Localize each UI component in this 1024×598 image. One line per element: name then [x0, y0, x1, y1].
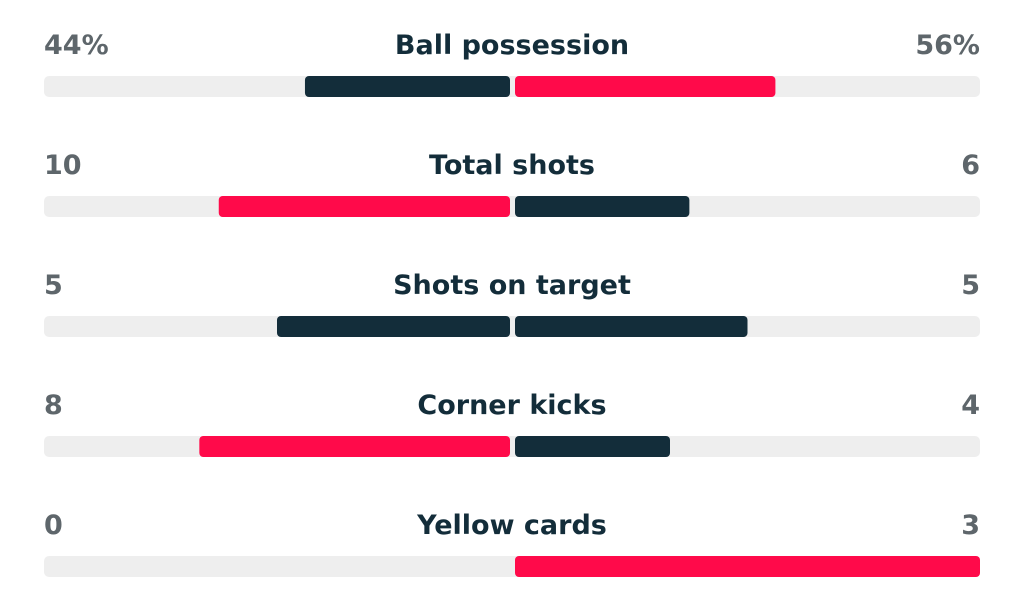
away-bar	[515, 196, 690, 217]
stat-label: Corner kicks	[417, 390, 606, 421]
home-bar	[199, 436, 511, 457]
home-bar	[304, 76, 510, 97]
away-bar	[515, 76, 776, 97]
stat-label: Ball possession	[395, 30, 629, 61]
stat-label: Total shots	[429, 150, 595, 181]
away-bar	[515, 316, 748, 337]
away-bar	[515, 436, 670, 457]
bar-track	[44, 196, 980, 217]
away-value: 5	[961, 270, 980, 301]
home-value: 5	[44, 270, 63, 301]
home-value: 44%	[44, 30, 109, 61]
bar-track	[44, 76, 980, 97]
home-value: 0	[44, 510, 63, 541]
away-value: 4	[961, 390, 980, 421]
stat-label: Yellow cards	[416, 510, 607, 541]
away-value: 6	[961, 150, 980, 181]
bar-track	[44, 436, 980, 457]
away-bar	[515, 556, 980, 577]
home-value: 8	[44, 390, 63, 421]
home-bar	[218, 196, 510, 217]
bar-track	[44, 316, 980, 337]
home-value: 10	[44, 150, 82, 181]
away-value: 3	[961, 510, 980, 541]
home-bar	[277, 316, 510, 337]
stat-label: Shots on target	[393, 270, 631, 301]
away-value: 56%	[915, 30, 980, 61]
